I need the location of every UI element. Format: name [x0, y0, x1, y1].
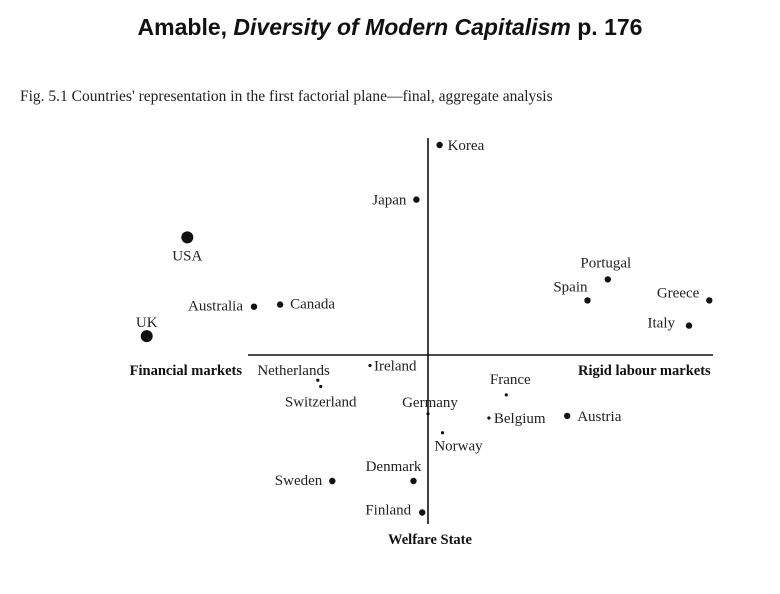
header-book-title: Diversity of Modern Capitalism: [233, 14, 571, 40]
point-australia: [250, 303, 258, 310]
label-austria: Austria: [577, 409, 622, 425]
point-france: [504, 393, 508, 397]
label-finland: Finland: [365, 503, 411, 519]
label-belgium: Belgium: [494, 411, 546, 427]
point-spain: [584, 297, 591, 304]
label-norway: Norway: [434, 439, 483, 455]
point-austria: [564, 412, 571, 420]
point-japan: [413, 196, 420, 203]
chart-labels: Korea Japan USA Portugal Spain Greece Italy Aus…: [136, 138, 700, 519]
label-canada: Canada: [290, 297, 335, 313]
header-page: p. 176: [577, 14, 643, 40]
point-finland: [419, 509, 426, 516]
chart-points: [140, 141, 713, 516]
axis-label-bottom: Welfare State: [388, 532, 472, 548]
point-usa: [181, 231, 194, 244]
label-ireland: Ireland: [374, 359, 417, 375]
point-germany: [426, 412, 430, 416]
point-italy: [685, 322, 693, 329]
axis-label-right: Rigid labour markets: [578, 363, 711, 379]
label-korea: Korea: [448, 138, 485, 154]
label-germany: Germany: [402, 395, 458, 411]
label-greece: Greece: [657, 285, 700, 301]
axis-label-left: Financial markets: [130, 363, 243, 379]
point-norway: [440, 431, 445, 435]
label-portugal: Portugal: [580, 255, 631, 271]
label-japan: Japan: [372, 193, 407, 209]
point-belgium: [487, 416, 491, 420]
point-korea: [436, 141, 443, 149]
label-spain: Spain: [553, 279, 588, 295]
chart-axes: Financial markets Rigid labour markets Wel…: [130, 138, 713, 548]
point-uk: [140, 330, 153, 343]
label-sweden: Sweden: [275, 473, 323, 489]
label-france: France: [490, 372, 531, 388]
point-sweden: [329, 477, 336, 485]
point-canada: [276, 301, 284, 308]
point-greece: [706, 297, 713, 304]
page-header: Amable, Diversity of Modern Capitalism p…: [0, 14, 780, 41]
point-switzerland: [319, 384, 323, 389]
label-denmark: Denmark: [366, 459, 422, 475]
header-author: Amable,: [137, 14, 228, 40]
point-denmark: [410, 477, 417, 485]
label-netherlands: Netherlands: [257, 363, 330, 379]
label-usa: USA: [172, 248, 202, 264]
label-australia: Australia: [188, 299, 243, 315]
point-netherlands: [316, 378, 320, 382]
label-switzerland: Switzerland: [285, 395, 357, 411]
point-ireland: [368, 363, 372, 368]
label-italy: Italy: [648, 316, 676, 332]
label-uk: UK: [136, 315, 158, 331]
point-portugal: [604, 276, 611, 283]
figure-caption: Fig. 5.1 Countries' representation in th…: [20, 88, 553, 105]
